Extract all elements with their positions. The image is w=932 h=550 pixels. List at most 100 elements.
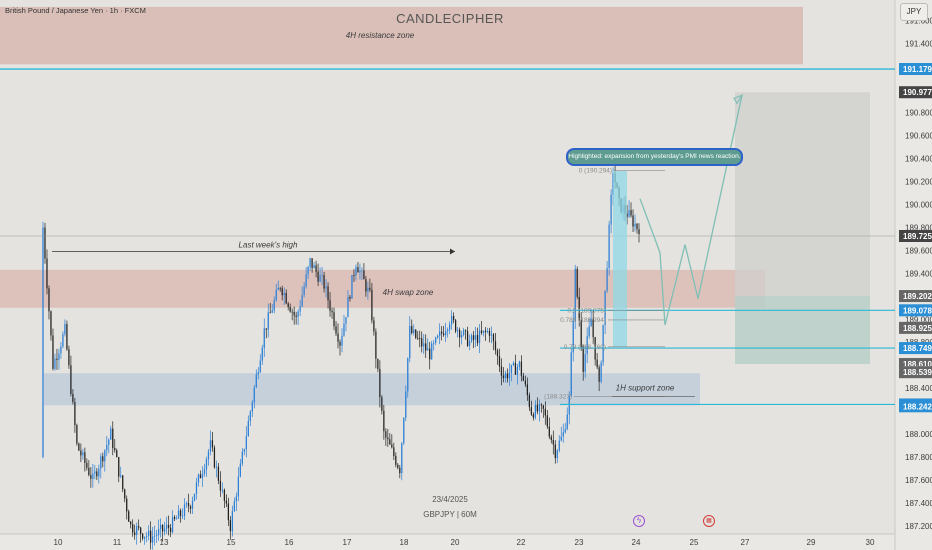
- candle: [367, 281, 369, 300]
- candle: [283, 287, 285, 305]
- price-tag-bg: [899, 342, 932, 355]
- candle-body: [385, 431, 387, 438]
- candle-body: [433, 342, 435, 344]
- candle: [225, 494, 228, 507]
- candle: [458, 327, 461, 348]
- candle-body: [524, 380, 527, 385]
- candle-body: [307, 266, 309, 275]
- resistance-zone: [0, 6, 803, 65]
- last-week-high-label: Last week's high: [239, 240, 298, 249]
- candle-body: [179, 510, 182, 517]
- candle: [395, 452, 397, 468]
- candle: [261, 344, 263, 366]
- candle-body: [604, 290, 606, 325]
- candle: [128, 509, 130, 522]
- candle: [197, 473, 200, 487]
- candle: [411, 319, 413, 335]
- candle-body: [425, 343, 427, 351]
- candle-body: [58, 353, 60, 360]
- candle: [397, 463, 399, 470]
- candle-body: [94, 471, 96, 474]
- candle-body: [576, 268, 578, 297]
- candle: [62, 331, 64, 349]
- candle: [345, 316, 347, 332]
- candle-body: [544, 408, 546, 416]
- candle-body: [175, 518, 178, 520]
- candle: [335, 320, 337, 336]
- candle: [108, 438, 110, 454]
- candle: [323, 271, 325, 293]
- candle-body: [140, 527, 142, 534]
- fib-level-079-label: 0.79 (188.760): [564, 344, 606, 351]
- candle-body: [492, 334, 495, 342]
- candle-body: [506, 373, 509, 379]
- candle: [387, 428, 389, 447]
- candle: [64, 319, 66, 337]
- candle: [181, 508, 184, 520]
- candle: [381, 395, 383, 415]
- candle-body: [630, 210, 632, 216]
- time-axis[interactable]: [0, 534, 895, 550]
- candle: [341, 328, 343, 353]
- candle-body: [68, 349, 70, 366]
- time-tick: 23: [575, 538, 584, 547]
- currency-button[interactable]: JPY: [900, 3, 928, 21]
- candle: [159, 518, 162, 538]
- candle: [331, 307, 333, 319]
- time-tick: 10: [54, 538, 63, 547]
- brand-watermark: CANDLECIPHER: [396, 11, 504, 26]
- candle-body: [193, 493, 196, 501]
- candle: [233, 497, 235, 513]
- candle: [510, 364, 513, 382]
- candle-body: [313, 265, 315, 269]
- candle: [522, 372, 525, 382]
- calendar-event-icon[interactable]: ▦: [703, 515, 715, 527]
- candle-body: [494, 341, 497, 351]
- candle: [592, 309, 594, 344]
- projection-box: [735, 92, 870, 297]
- candle: [299, 299, 301, 316]
- candle: [175, 515, 178, 520]
- candle: [221, 482, 224, 494]
- candle-body: [431, 343, 433, 360]
- candle-body: [371, 289, 373, 321]
- candle-body: [60, 346, 62, 354]
- candle-body: [522, 375, 525, 381]
- candle: [311, 258, 313, 273]
- candle: [582, 344, 584, 381]
- candle: [379, 360, 381, 408]
- candle: [377, 358, 379, 373]
- candle: [80, 443, 82, 463]
- candle-body: [478, 330, 481, 344]
- candle: [217, 462, 220, 485]
- candle-body: [213, 447, 216, 468]
- candle: [355, 264, 357, 281]
- candle-body: [570, 352, 572, 397]
- candle-body: [317, 271, 319, 282]
- candle: [227, 497, 230, 527]
- candle-body: [476, 335, 479, 344]
- candle-body: [52, 335, 54, 369]
- candle: [94, 464, 96, 480]
- candle-body: [82, 452, 84, 456]
- price-tick: 189.800: [905, 223, 932, 232]
- time-tick: 11: [113, 538, 122, 547]
- candle: [536, 397, 538, 415]
- lightning-event-icon[interactable]: ϟ: [633, 515, 645, 527]
- candle: [476, 327, 479, 347]
- projection-path: [639, 95, 743, 326]
- candle: [185, 501, 188, 508]
- candle: [470, 333, 473, 344]
- candle-body: [273, 300, 275, 311]
- candle: [608, 220, 610, 276]
- candle: [413, 324, 415, 336]
- candle: [315, 260, 317, 278]
- candle: [193, 493, 196, 502]
- candle: [96, 468, 98, 481]
- price-tag-bg: [899, 290, 932, 303]
- candle: [407, 357, 409, 398]
- support-zone: [44, 373, 700, 406]
- candle: [524, 375, 527, 387]
- expansion-band: [613, 170, 627, 347]
